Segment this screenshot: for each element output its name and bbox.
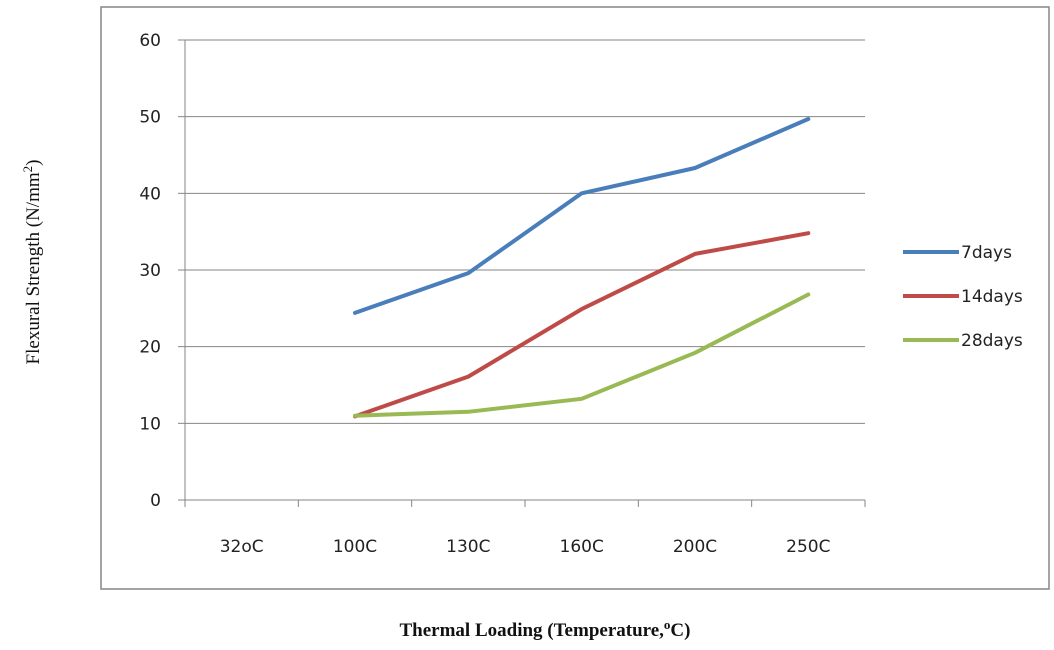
x-axis-label-suffix: C) <box>670 620 690 641</box>
x-tick-labels: 32oC 100C 130C 160C 200C 250C <box>220 537 831 557</box>
y-tick-label: 0 <box>150 491 161 511</box>
axes <box>178 39 866 507</box>
y-tick-label: 50 <box>139 108 161 128</box>
y-axis-label-main: Flexural Strength (N/mm <box>23 172 44 364</box>
legend-label-7days: 7days <box>961 243 1012 263</box>
x-tick-label: 250C <box>786 537 830 557</box>
x-axis-label-superscript: o <box>664 617 671 632</box>
legend: 7days 14days 28days <box>903 243 1023 351</box>
legend-label-28days: 28days <box>961 331 1023 351</box>
series-line-7days <box>353 117 811 315</box>
series-line-14days <box>353 231 811 419</box>
y-tick-label: 30 <box>139 261 161 281</box>
y-tick-label: 20 <box>139 338 161 358</box>
x-axis-label: Thermal Loading (Temperature,oC) <box>400 617 691 642</box>
x-tick-label: 32oC <box>220 537 264 557</box>
y-tick-label: 60 <box>139 31 161 51</box>
y-tick-label: 40 <box>139 184 161 204</box>
y-axis-label: Flexural Strength (N/mm2) <box>20 160 45 365</box>
x-tick-label: 200C <box>673 537 717 557</box>
y-tick-labels: 0 10 20 30 40 50 60 <box>139 31 161 511</box>
y-tick-label: 10 <box>139 414 161 434</box>
chart-frame <box>100 6 1050 590</box>
series-lines <box>353 117 811 419</box>
legend-label-14days: 14days <box>961 287 1023 307</box>
gridlines <box>185 39 865 424</box>
x-tick-label: 160C <box>560 537 604 557</box>
y-axis-label-suffix: ) <box>23 160 44 166</box>
x-tick-label: 130C <box>446 537 490 557</box>
x-axis-label-main: Thermal Loading (Temperature, <box>400 620 665 641</box>
x-tick-label: 100C <box>333 537 377 557</box>
series-line-28days <box>353 292 811 418</box>
y-axis-label-superscript: 2 <box>20 166 35 173</box>
